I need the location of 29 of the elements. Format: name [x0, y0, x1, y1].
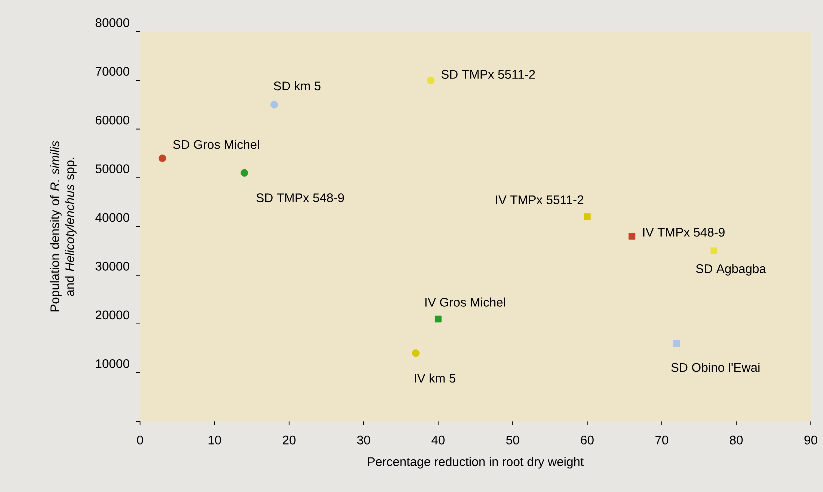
series-label: SD Agbagba [696, 264, 766, 276]
series-label: IV TMPx 5511-2 [496, 195, 584, 204]
y-tick-label: 60000 [96, 116, 130, 125]
y-tick-label: 20000 [96, 310, 130, 320]
x-tick-label: 70 [656, 436, 668, 445]
series-label: SD Gros Michel [173, 140, 260, 150]
x-tick-label: 10 [208, 436, 222, 445]
x-tick-label: 50 [506, 436, 520, 445]
x-tick-label: 90 [804, 436, 818, 445]
series-label: SD TMPx 548-9 [256, 194, 344, 202]
y-tick-label: 80000 [96, 18, 130, 28]
series-label: IV TMPx 548-9 [644, 228, 725, 237]
y-tick-label: 30000 [96, 262, 130, 271]
x-tick-label: 40 [432, 436, 445, 445]
x-tick-label: 0 [137, 436, 144, 445]
x-tick-label: 30 [357, 436, 370, 445]
y-tick-label: 70000 [96, 67, 130, 76]
y-tick-label: 10000 [96, 359, 130, 368]
y-tick-label: 50000 [96, 164, 130, 174]
series-label: SD Obino l'Ewai [672, 362, 760, 372]
series-label: IV km 5 [415, 374, 456, 383]
x-tick-label: 80 [730, 436, 743, 445]
x-tick-label: 20 [283, 436, 296, 445]
x-tick-label: 60 [581, 436, 594, 445]
series-label: SD km 5 [274, 81, 321, 90]
series-label: SD TMPx 5511-2 [442, 70, 536, 79]
x-axis-title: Percentage reduction in root dry weight [368, 457, 584, 469]
y-tick-label: 40000 [96, 213, 130, 222]
series-label: IV Gros Michel [426, 298, 506, 307]
